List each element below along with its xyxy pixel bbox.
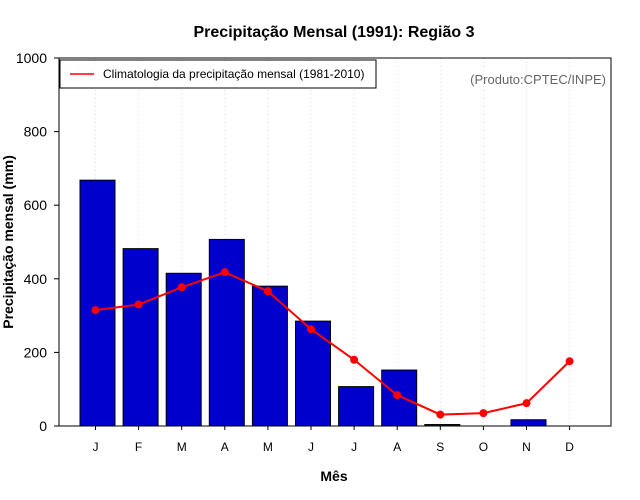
y-tick-label: 0 bbox=[39, 418, 47, 434]
bar-series bbox=[79, 179, 547, 427]
y-tick-label: 200 bbox=[24, 344, 48, 360]
climatology-point-1 bbox=[134, 300, 143, 309]
climatology-point-5 bbox=[307, 325, 315, 334]
chart-title: Precipitação Mensal (1991): Região 3 bbox=[194, 24, 475, 41]
climatology-point-10 bbox=[522, 399, 531, 408]
bar-1 bbox=[122, 248, 159, 427]
climatology-point-7 bbox=[393, 391, 402, 400]
climatology-line bbox=[95, 271, 571, 416]
climatology-point-6 bbox=[350, 355, 359, 364]
bar-4 bbox=[251, 285, 288, 427]
x-tick-label: M bbox=[263, 440, 273, 454]
climatology-point-2 bbox=[177, 283, 186, 292]
x-tick-label: S bbox=[436, 440, 444, 454]
legend-box bbox=[59, 59, 377, 89]
climatology-series bbox=[91, 268, 574, 419]
bar-5 bbox=[295, 320, 331, 427]
climatology-point-11 bbox=[565, 357, 574, 366]
x-tick-label: D bbox=[565, 440, 574, 454]
x-tick-label: J bbox=[351, 440, 357, 454]
y-tick-label: 600 bbox=[24, 197, 48, 213]
legend-entry-climatology: Climatologia da precipitação mensal (198… bbox=[103, 67, 364, 81]
x-tick-label: M bbox=[177, 440, 187, 454]
bar-3 bbox=[208, 238, 245, 427]
x-tick-label: F bbox=[135, 440, 142, 454]
bar-6 bbox=[338, 386, 375, 427]
x-axis-label: Mês bbox=[320, 468, 347, 484]
y-tick-label: 800 bbox=[24, 124, 48, 140]
climatology-point-9 bbox=[479, 409, 488, 418]
bar-2 bbox=[165, 272, 202, 427]
plot-frame bbox=[58, 57, 612, 427]
x-tick-label: J bbox=[308, 440, 314, 454]
y-tick-label: 400 bbox=[24, 271, 48, 287]
bar-10 bbox=[510, 419, 547, 427]
bar-0 bbox=[79, 179, 116, 427]
climatology-point-4 bbox=[263, 287, 272, 296]
climatology-point-8 bbox=[436, 410, 445, 419]
x-tick-label: J bbox=[93, 440, 99, 454]
product-credit: (Produto:CPTEC/INPE) bbox=[470, 72, 606, 87]
climatology-point-3 bbox=[220, 268, 229, 277]
x-tick-label: O bbox=[479, 440, 488, 454]
x-tick-label: A bbox=[221, 440, 229, 454]
y-tick-label: 1000 bbox=[16, 50, 47, 66]
legend: Climatologia da precipitação mensal (198… bbox=[59, 59, 377, 89]
y-axis-label: Precipitação mensal (mm) bbox=[0, 155, 16, 329]
y-axis: 0 200 400 600 800 1000 bbox=[16, 50, 59, 434]
x-tick-label: A bbox=[393, 440, 401, 454]
x-tick-label: N bbox=[522, 440, 531, 454]
climatology-point-0 bbox=[91, 306, 100, 315]
